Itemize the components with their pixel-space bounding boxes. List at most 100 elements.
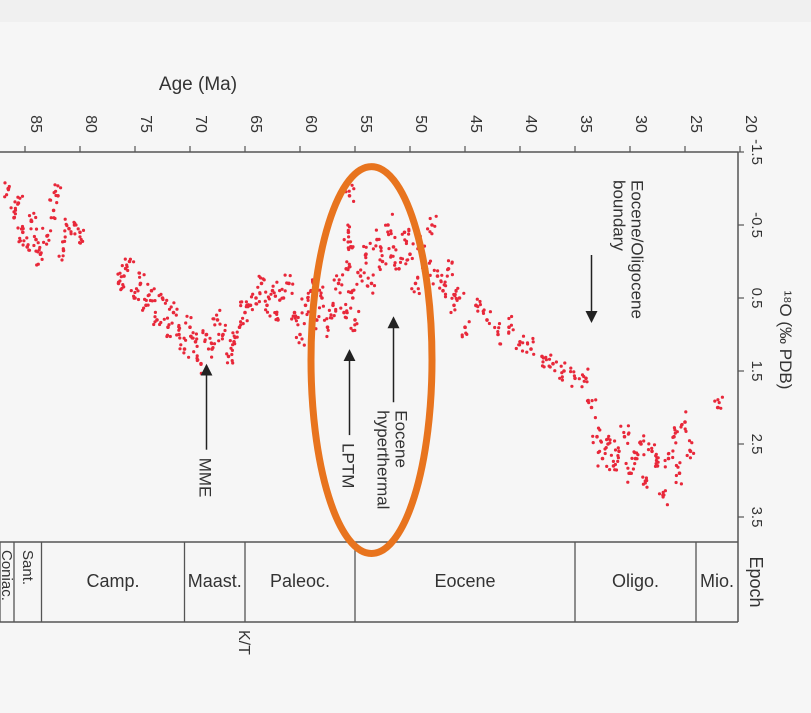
- data-point: [544, 355, 548, 359]
- data-point: [74, 223, 78, 227]
- data-point: [212, 342, 217, 346]
- data-point: [569, 366, 573, 370]
- data-point: [255, 302, 259, 306]
- data-point: [16, 202, 20, 206]
- data-point: [684, 410, 688, 414]
- data-point: [407, 229, 411, 233]
- data-point: [613, 448, 618, 452]
- data-point: [125, 265, 129, 269]
- data-point: [387, 247, 391, 251]
- data-point: [306, 296, 310, 300]
- data-point: [608, 468, 612, 472]
- data-point: [687, 439, 692, 443]
- data-point: [559, 364, 563, 368]
- data-point: [167, 323, 171, 327]
- data-point: [611, 459, 616, 463]
- data-point: [517, 343, 521, 347]
- data-point: [389, 232, 393, 236]
- data-point: [650, 446, 654, 450]
- data-point: [162, 317, 166, 321]
- data-point: [322, 318, 327, 322]
- age-tick-label: 30: [632, 115, 649, 133]
- data-point: [407, 232, 411, 236]
- data-point: [63, 229, 67, 233]
- data-point: [362, 244, 366, 249]
- data-point: [465, 332, 469, 336]
- data-point: [220, 334, 225, 338]
- data-point: [172, 301, 176, 305]
- d18o-tick-label: -1.5: [748, 139, 765, 165]
- data-point: [67, 226, 71, 231]
- data-point: [199, 362, 203, 366]
- data-point: [163, 301, 167, 305]
- data-point: [679, 482, 684, 486]
- data-point: [436, 269, 440, 273]
- data-point: [283, 289, 287, 293]
- data-point: [671, 435, 675, 439]
- data-point: [688, 456, 693, 460]
- d18o-tick-label: 3.5: [748, 507, 765, 528]
- epoch-label: Sant.: [19, 550, 36, 585]
- data-point: [654, 452, 658, 456]
- data-point: [49, 229, 53, 233]
- data-point: [551, 361, 555, 366]
- age-tick-label: 80: [82, 115, 99, 133]
- data-point: [185, 314, 189, 318]
- data-point: [18, 236, 22, 240]
- data-point: [275, 280, 279, 284]
- epoch-label: Oligo.: [612, 571, 659, 591]
- data-point: [642, 453, 646, 457]
- data-point: [319, 291, 323, 295]
- data-point: [293, 316, 297, 320]
- data-point: [134, 287, 139, 291]
- data-point: [165, 333, 170, 337]
- data-point: [400, 232, 404, 236]
- data-point: [387, 233, 391, 237]
- data-point: [435, 274, 440, 278]
- data-point: [171, 310, 176, 315]
- data-point: [584, 376, 588, 381]
- data-point: [577, 377, 581, 381]
- data-point: [218, 322, 222, 326]
- data-point: [560, 378, 565, 382]
- data-point: [209, 341, 213, 345]
- data-point: [364, 245, 368, 249]
- data-point: [13, 200, 17, 204]
- data-point: [271, 284, 275, 288]
- data-point: [349, 326, 353, 330]
- data-point: [663, 489, 668, 493]
- data-point: [346, 268, 350, 272]
- data-point: [572, 374, 577, 378]
- data-point: [573, 376, 577, 381]
- data-point: [230, 359, 234, 363]
- data-point: [79, 237, 83, 242]
- data-point: [347, 194, 352, 198]
- data-point: [428, 216, 432, 221]
- data-point: [303, 303, 308, 308]
- data-point: [386, 230, 390, 234]
- data-point: [167, 307, 172, 311]
- data-point: [298, 332, 302, 337]
- data-point: [617, 449, 621, 454]
- data-point: [684, 429, 688, 433]
- data-point: [290, 291, 294, 295]
- data-point: [3, 195, 7, 199]
- data-point: [531, 340, 535, 344]
- data-point: [231, 343, 235, 347]
- data-point: [496, 330, 500, 334]
- data-point: [326, 328, 330, 332]
- data-point: [715, 406, 720, 410]
- data-point: [292, 310, 297, 315]
- data-point: [511, 328, 515, 332]
- data-point: [244, 305, 248, 309]
- data-point: [671, 455, 675, 460]
- data-point: [642, 434, 646, 438]
- data-point: [417, 291, 421, 296]
- data-point: [153, 310, 157, 314]
- data-point: [278, 298, 282, 302]
- data-point: [646, 448, 651, 452]
- age-tick-label: 55: [357, 115, 374, 133]
- data-point: [184, 321, 188, 325]
- data-point: [350, 289, 354, 293]
- data-point: [344, 316, 348, 320]
